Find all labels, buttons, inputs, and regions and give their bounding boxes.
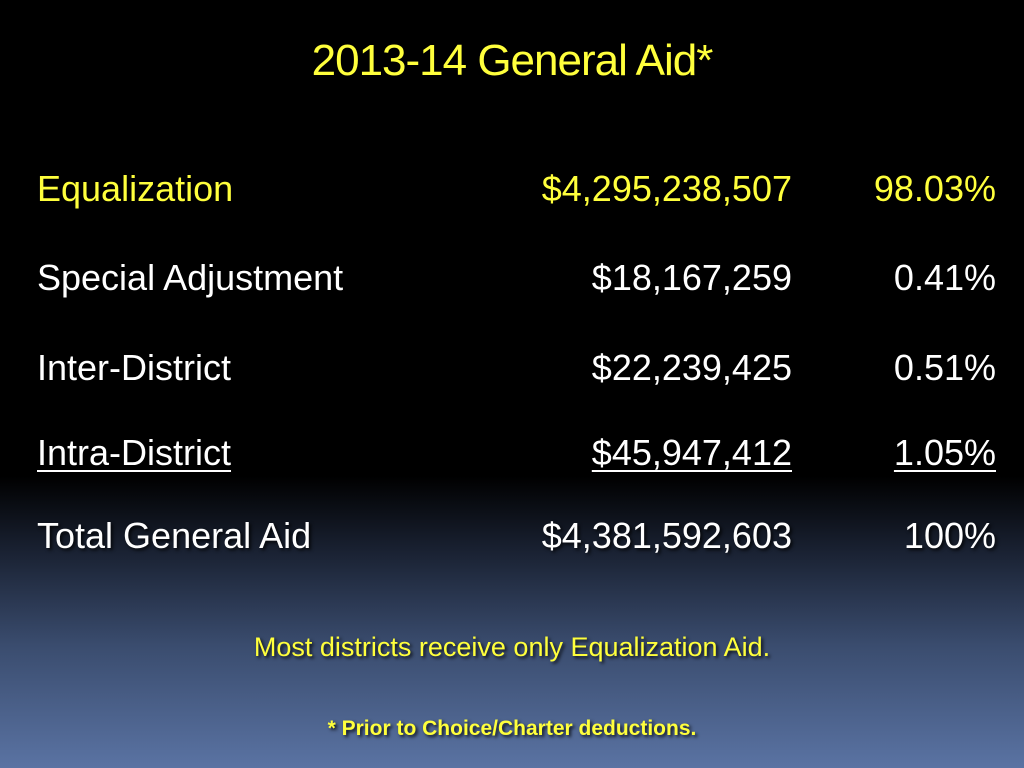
slide-title: 2013-14 General Aid*	[311, 36, 714, 85]
row-percent: 1.05%	[893, 432, 996, 473]
row-amount: $22,239,425	[591, 347, 792, 388]
table-row-intra-district: Intra-District $45,947,412 1.05%	[0, 432, 1024, 482]
main-note: Most districts receive only Equalization…	[253, 632, 771, 662]
table-row-inter-district: Inter-District $22,239,425 0.51%	[0, 347, 1024, 397]
row-percent: 0.51%	[893, 347, 996, 388]
row-amount: $18,167,259	[591, 257, 792, 298]
row-label: Equalization	[37, 168, 234, 209]
row-percent: 100%	[903, 515, 996, 556]
row-label: Intra-District	[37, 432, 232, 473]
row-percent: 98.03%	[873, 168, 996, 209]
row-amount: $4,295,238,507	[541, 168, 792, 209]
row-amount: $4,381,592,603	[541, 515, 792, 556]
table-row-total: Total General Aid $4,381,592,603 100%	[0, 515, 1024, 565]
row-label: Special Adjustment	[37, 257, 344, 298]
table-row-equalization: Equalization $4,295,238,507 98.03%	[0, 168, 1024, 218]
row-label: Total General Aid	[37, 515, 312, 556]
table-row-special-adjustment: Special Adjustment $18,167,259 0.41%	[0, 257, 1024, 307]
row-percent: 0.41%	[893, 257, 996, 298]
row-amount: $45,947,412	[591, 432, 792, 473]
footnote: * Prior to Choice/Charter deductions.	[327, 717, 697, 740]
row-label: Inter-District	[37, 347, 232, 388]
